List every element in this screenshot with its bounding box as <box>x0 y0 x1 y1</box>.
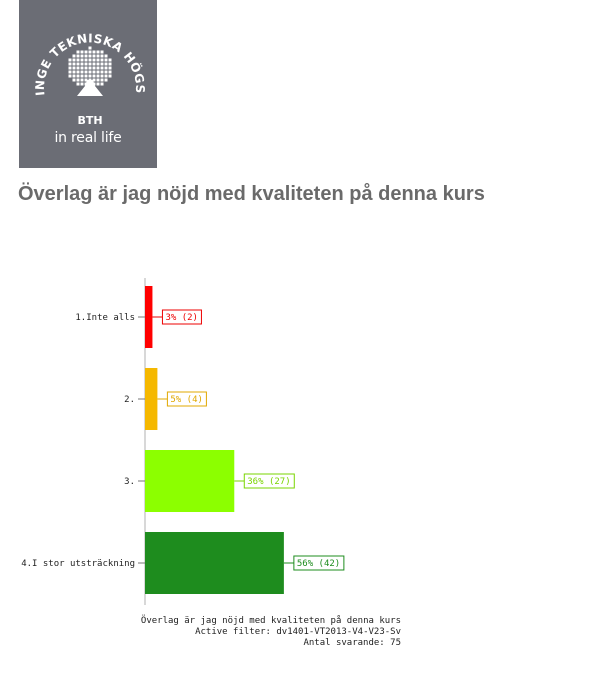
logo-emblem: BLEKINGE TEKNISKA HÖGSKOLA BTH <box>19 0 147 127</box>
data-label-3: 36% (27) <box>247 477 290 487</box>
chart-footer: Överlag är jag nöjd med kvaliteten på de… <box>141 616 401 649</box>
data-label-box-3 <box>243 473 295 489</box>
data-label-2: 5% (4) <box>170 395 203 405</box>
bar-3 <box>145 450 235 512</box>
bar-2 <box>145 368 158 430</box>
category-label-2: 2. <box>124 395 135 405</box>
data-label-4: 56% (42) <box>297 559 340 569</box>
logo-arc-text: BLEKINGE TEKNISKA HÖGSKOLA <box>19 0 147 96</box>
category-label-1: 1.Inte alls <box>75 313 135 323</box>
data-label-box-1 <box>161 309 202 325</box>
footer-title: Överlag är jag nöjd med kvaliteten på de… <box>140 616 401 626</box>
data-label-1: 3% (2) <box>165 313 198 323</box>
bar-chart: 1.Inte alls 3% (2) 2. 5% (4) 3. 36% (27) 4.I s… <box>21 278 345 605</box>
logo-tagline: in real life <box>54 130 122 146</box>
footer-filter: Active filter: dv1401-VT2013-V4-V23-Sv <box>195 627 401 637</box>
logo-abbrev: BTH <box>77 114 102 127</box>
bar-4 <box>145 532 284 594</box>
bar-1 <box>145 286 153 348</box>
footer-respondents: Antal svarande: 75 <box>303 638 401 648</box>
category-label-4: 4.I stor utsträckning <box>21 559 135 569</box>
bth-logo: BLEKINGE TEKNISKA HÖGSKOLA BTH in real l… <box>19 0 157 168</box>
category-label-3: 3. <box>124 477 135 487</box>
svg-text:BLEKINGE TEKNISKA HÖGSKOLA: BLEKINGE TEKNISKA HÖGSKOLA <box>19 0 147 96</box>
data-label-box-4 <box>293 555 345 571</box>
data-label-box-2 <box>166 391 207 407</box>
page-title: Överlag är jag nöjd med kvaliteten på de… <box>18 183 485 205</box>
tree-icon <box>68 46 112 96</box>
